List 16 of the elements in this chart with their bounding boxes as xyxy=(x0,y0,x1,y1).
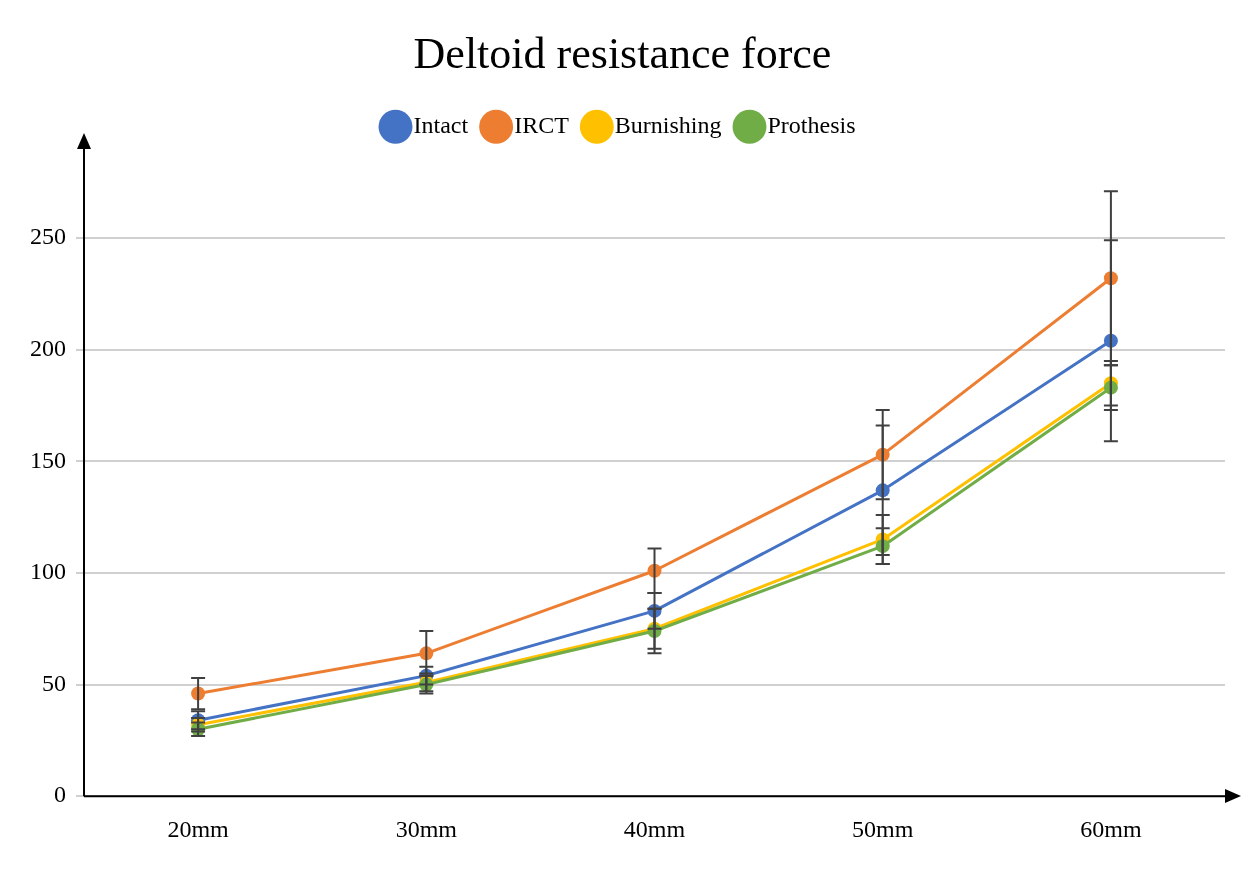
y-tick-label: 150 xyxy=(30,446,66,473)
legend-label: Intact xyxy=(413,112,469,139)
y-tick-label: 50 xyxy=(42,669,66,696)
x-tick-label: 40mm xyxy=(623,815,686,842)
y-tick-label: 200 xyxy=(30,335,66,362)
x-tick-label: 30mm xyxy=(395,815,458,842)
y-tick-label: 250 xyxy=(30,223,66,250)
x-tick-label: 20mm xyxy=(167,815,230,842)
chart-title: Deltoid resistance force xyxy=(413,28,832,78)
legend-label: IRCT xyxy=(514,112,570,139)
x-tick-label: 50mm xyxy=(852,815,914,842)
y-tick-label: 0 xyxy=(54,781,66,808)
x-tick-label: 60mm xyxy=(1080,815,1142,842)
y-tick-label: 100 xyxy=(30,558,66,585)
legend-label: Prothesis xyxy=(767,112,856,139)
legend-label: Burnishing xyxy=(614,112,722,139)
